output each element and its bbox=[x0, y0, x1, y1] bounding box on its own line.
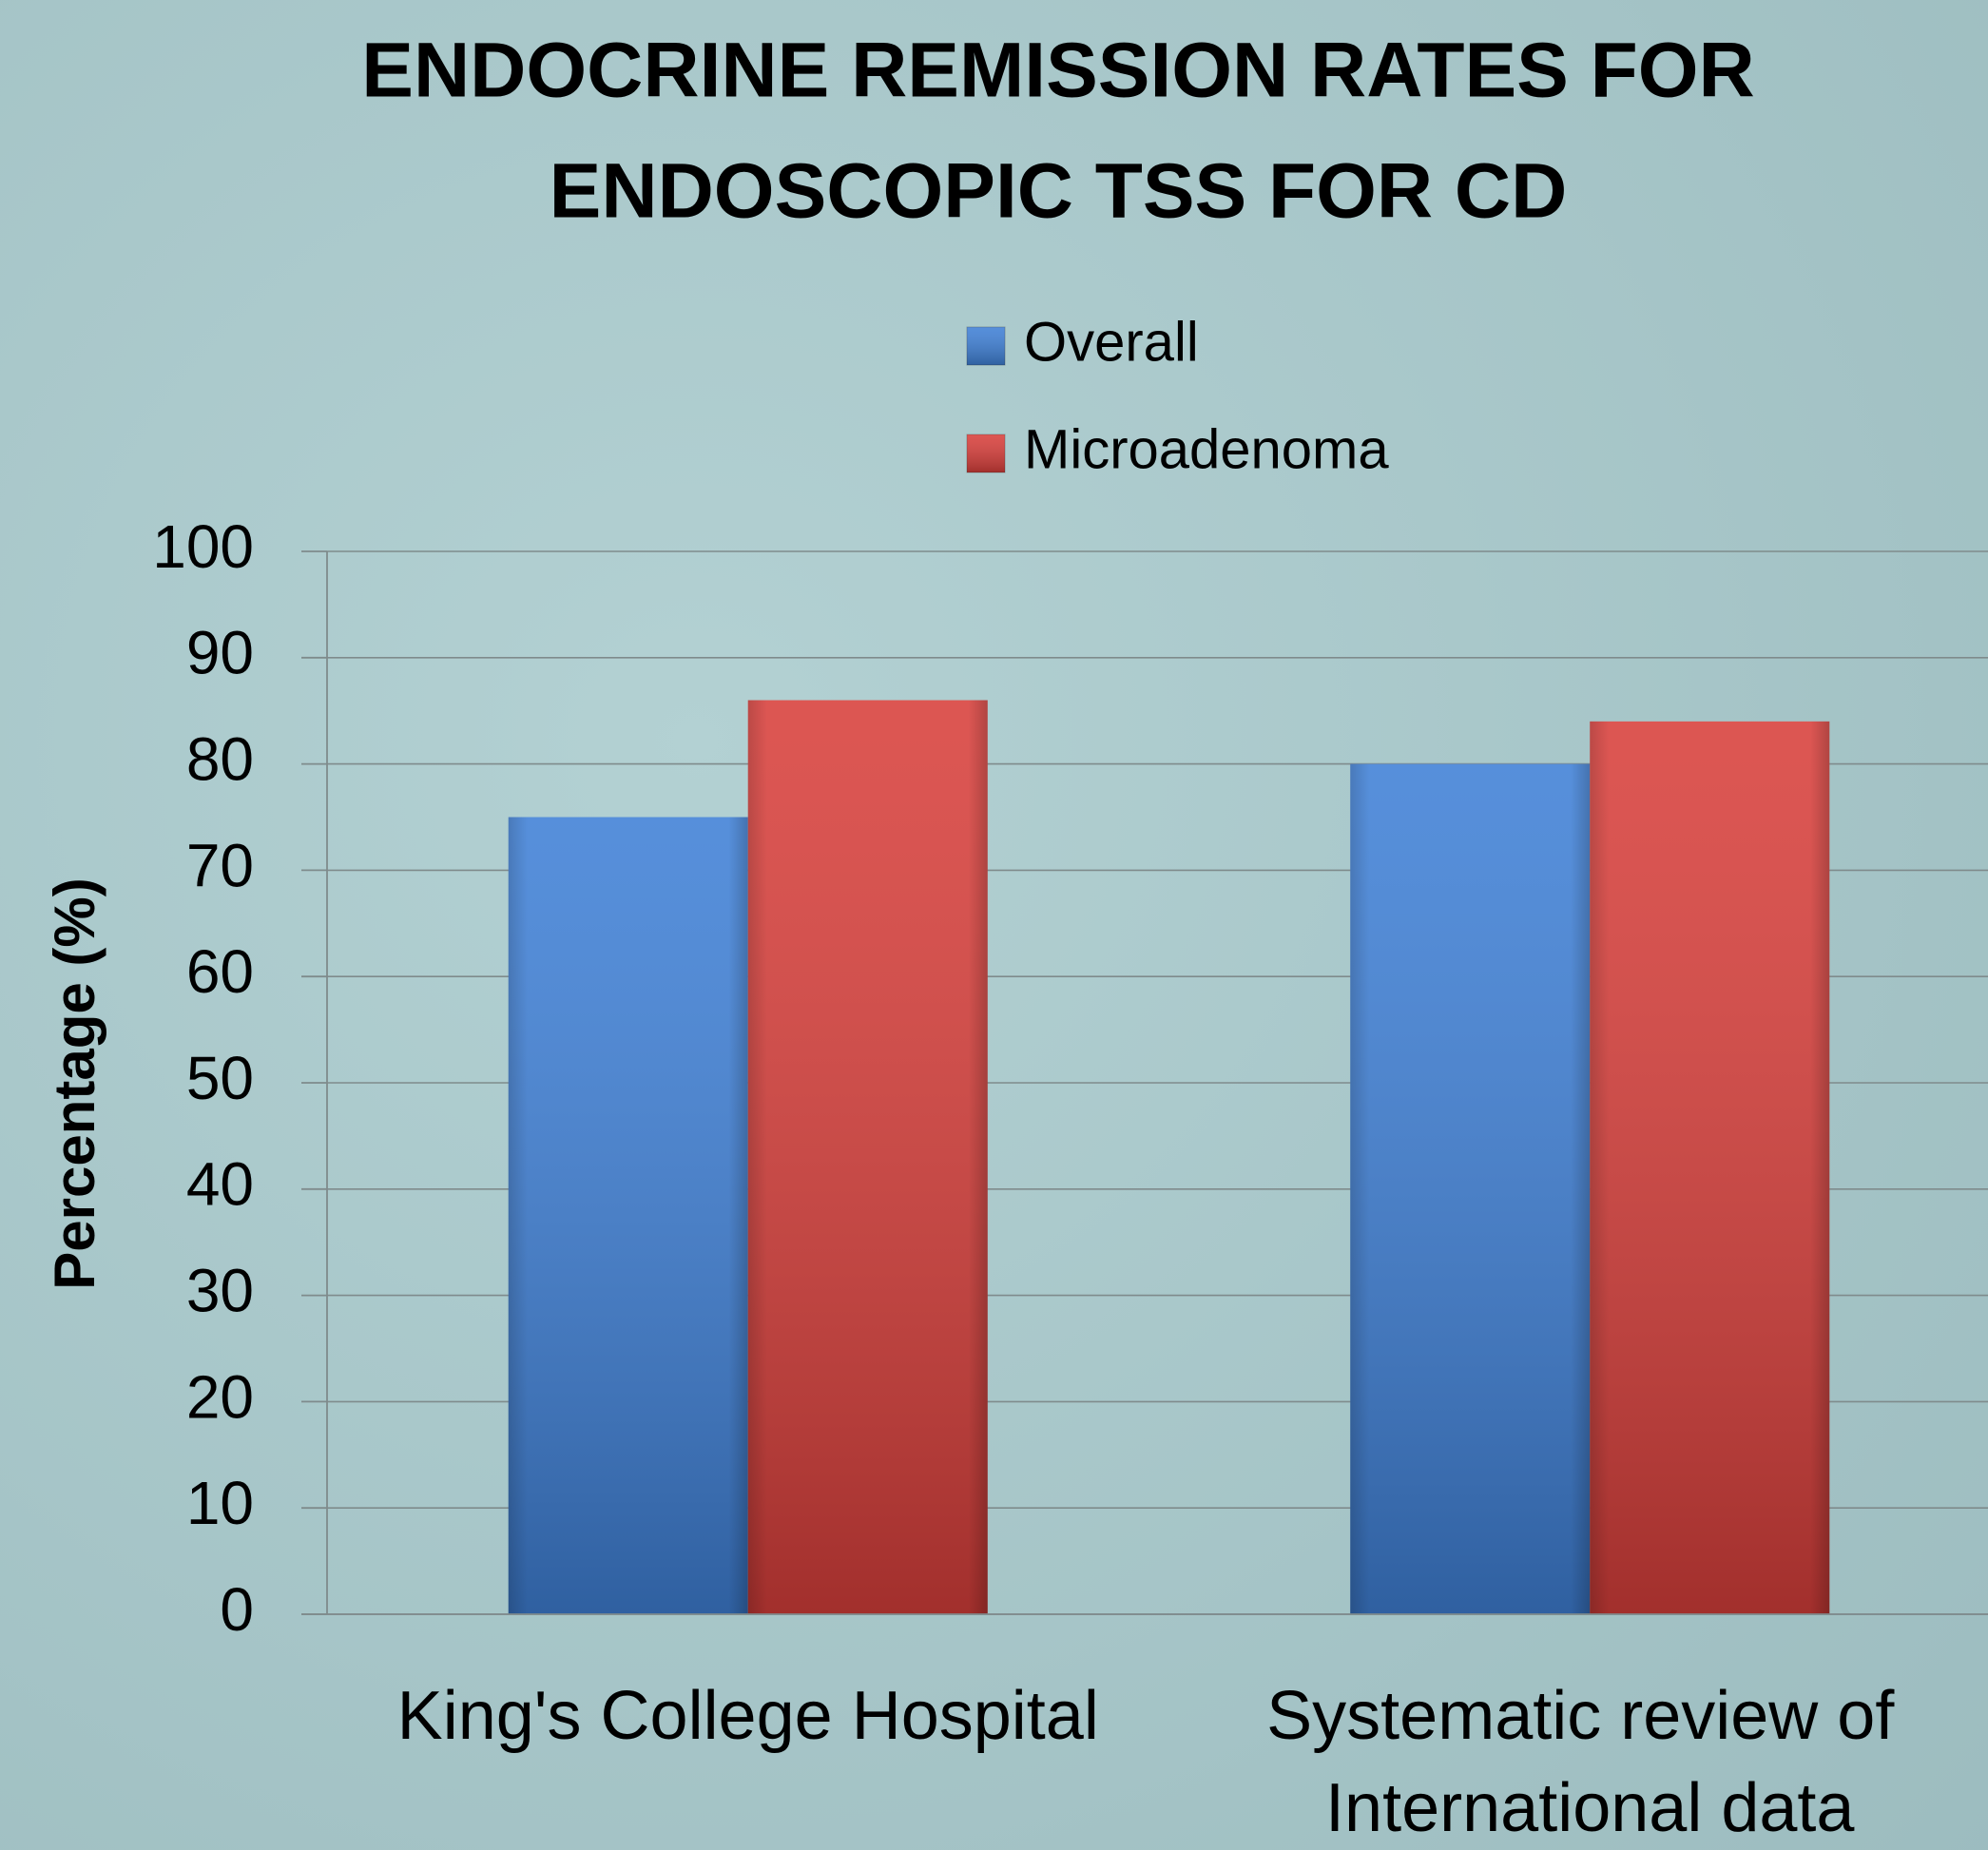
legend-label: Overall bbox=[1024, 311, 1199, 373]
bar-edge bbox=[508, 817, 748, 1614]
legend-label: Microadenoma bbox=[1024, 418, 1389, 480]
y-tick-label: 60 bbox=[186, 937, 254, 1006]
bar-edge bbox=[747, 700, 988, 1614]
chart-title: ENDOCRINE REMISSION RATES FOR bbox=[361, 28, 1754, 114]
chart-title: ENDOSCOPIC TSS FOR CD bbox=[550, 148, 1568, 235]
x-tick-label: King's College Hospital bbox=[397, 1678, 1099, 1754]
y-tick-label: 10 bbox=[186, 1469, 254, 1537]
bar-edge bbox=[1350, 763, 1591, 1614]
y-axis-title: Percentage (%) bbox=[43, 877, 106, 1289]
y-tick-label: 20 bbox=[186, 1362, 254, 1431]
y-tick-label: 0 bbox=[220, 1575, 254, 1644]
y-tick-label: 30 bbox=[186, 1257, 254, 1325]
y-tick-label: 50 bbox=[186, 1044, 254, 1112]
y-tick-label: 40 bbox=[186, 1150, 254, 1219]
y-tick-label: 100 bbox=[152, 512, 254, 581]
legend-swatch-shade bbox=[967, 327, 1005, 365]
x-tick-label: Systematic review of International data bbox=[1266, 1678, 1913, 1846]
y-tick-label: 70 bbox=[186, 831, 254, 899]
legend-swatch-shade bbox=[967, 434, 1005, 472]
y-tick-label: 80 bbox=[186, 725, 254, 794]
y-tick-label: 90 bbox=[186, 619, 254, 687]
bar-edge bbox=[1590, 721, 1830, 1614]
